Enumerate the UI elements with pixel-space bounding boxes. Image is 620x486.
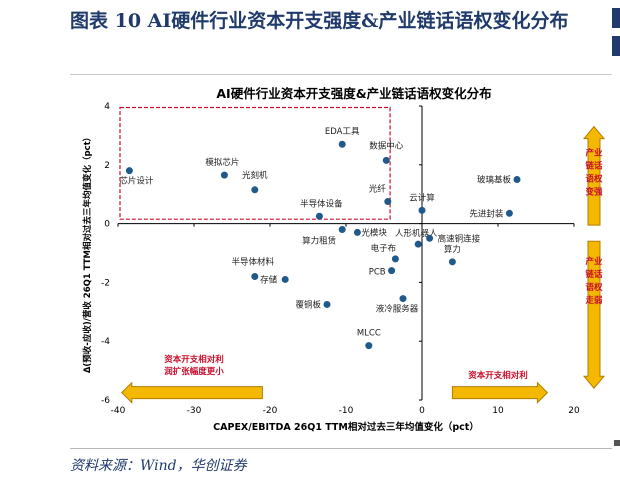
data-point-label: 光纤	[369, 184, 387, 195]
data-point-label: PCB	[369, 268, 386, 278]
title-divider	[70, 74, 612, 75]
source-note: 资料来源：Wind，华创证券	[70, 458, 247, 474]
data-point-label: 高速铜连接	[438, 233, 481, 244]
cropped-next-column	[612, 8, 620, 60]
data-point	[448, 258, 456, 266]
data-point	[418, 206, 426, 214]
right-arrow	[451, 381, 549, 404]
y-tick-label: -2	[101, 278, 110, 288]
data-point	[315, 212, 323, 220]
annotation-capex-smaller: 润扩张幅度更小	[164, 366, 224, 377]
data-point-label: 云计算	[409, 192, 435, 203]
data-point-label: 光刻机	[242, 170, 268, 181]
down-arrow	[582, 240, 606, 390]
figure-title: 图表 10 AI硬件行业资本开支强度&产业链话语权变化分布	[70, 10, 569, 32]
chart-title: AI硬件行业资本开支强度&产业链话语权变化分布	[216, 86, 492, 101]
data-point-label: 半导体设备	[300, 198, 343, 209]
annotation-weaker: 走弱	[584, 295, 603, 306]
data-point	[365, 342, 373, 350]
data-point-label: 电子布	[371, 243, 397, 254]
annotation-capex-larger: 资本开支相对利	[468, 370, 528, 381]
data-point	[251, 273, 259, 281]
cropped-mark	[614, 440, 620, 446]
x-tick-label: -20	[263, 406, 278, 416]
annotation-capex-smaller: 资本开支相对利	[164, 354, 224, 365]
annotation-weaker: 语权	[585, 282, 603, 293]
data-point-label: 光模块	[361, 227, 387, 238]
data-point	[382, 156, 390, 164]
y-tick-label: 4	[104, 102, 110, 112]
data-point-label: 玻璃基板	[477, 175, 512, 186]
annotation-stronger: 变强	[585, 186, 603, 197]
annotation-stronger: 语权	[585, 173, 603, 184]
x-tick-label: -10	[339, 406, 354, 416]
annotation-stronger: 产业	[585, 147, 603, 158]
data-point-label: 半导体材料	[232, 257, 275, 268]
x-axis-label: CAPEX/EBITDA 26Q1 TTM相对过去三年均值变化（pct）	[213, 421, 479, 433]
data-point	[414, 240, 422, 248]
data-point-label: MLCC	[357, 329, 381, 339]
annotation-weaker: 产业	[585, 256, 603, 267]
x-tick-label: -30	[187, 406, 202, 416]
data-point	[426, 234, 434, 242]
left-arrow	[121, 381, 263, 404]
up-arrow	[582, 125, 606, 226]
scatter-chart: AI硬件行业资本开支强度&产业链话语权变化分布 4 2 0 -2 -4 -6 -40 -30 -2…	[70, 80, 610, 445]
y-axis-label: Δ(预收-应收)/营收 26Q1 TTM相对过去三年均值变化（pct）	[82, 133, 93, 373]
x-tick-label: 10	[492, 406, 504, 416]
data-point-label: EDA工具	[325, 127, 360, 137]
data-point-label: 模拟芯片	[205, 157, 239, 168]
data-point	[399, 295, 407, 303]
source-divider	[70, 448, 612, 449]
data-point	[384, 198, 392, 206]
data-point	[338, 140, 346, 148]
y-tick-label: -4	[101, 337, 110, 347]
y-tick-label: 2	[104, 161, 110, 171]
data-point	[323, 300, 331, 308]
data-point-label: 算力	[444, 244, 461, 255]
data-point	[220, 171, 228, 179]
data-point-label: 芯片设计	[119, 176, 154, 187]
data-point	[251, 186, 259, 194]
annotation-stronger: 链话	[585, 160, 603, 171]
x-tick-label: -40	[111, 406, 126, 416]
x-tick-label: 20	[568, 406, 580, 416]
annotation-weaker: 链话	[585, 269, 603, 280]
data-point-label: 数据中心	[369, 140, 404, 151]
data-point	[505, 209, 513, 217]
data-point-label: 覆铜板	[295, 299, 321, 310]
data-point-label: 存储	[260, 274, 278, 285]
data-point	[388, 267, 396, 275]
data-point	[281, 275, 289, 283]
highlight-box	[119, 106, 391, 220]
data-point-label: 液冷服务器	[376, 304, 419, 315]
data-point	[338, 225, 346, 233]
data-point	[353, 228, 361, 236]
x-tick-label: 0	[419, 406, 425, 416]
data-point	[391, 255, 399, 263]
y-tick-label: 0	[104, 220, 110, 230]
data-point-label: 先进封装	[469, 208, 504, 219]
data-point-label: 人形机器人	[395, 228, 438, 239]
y-tick-label: -6	[101, 396, 110, 406]
data-point-label: 算力租赁	[302, 235, 337, 246]
data-point	[125, 167, 133, 175]
data-point	[513, 176, 521, 183]
